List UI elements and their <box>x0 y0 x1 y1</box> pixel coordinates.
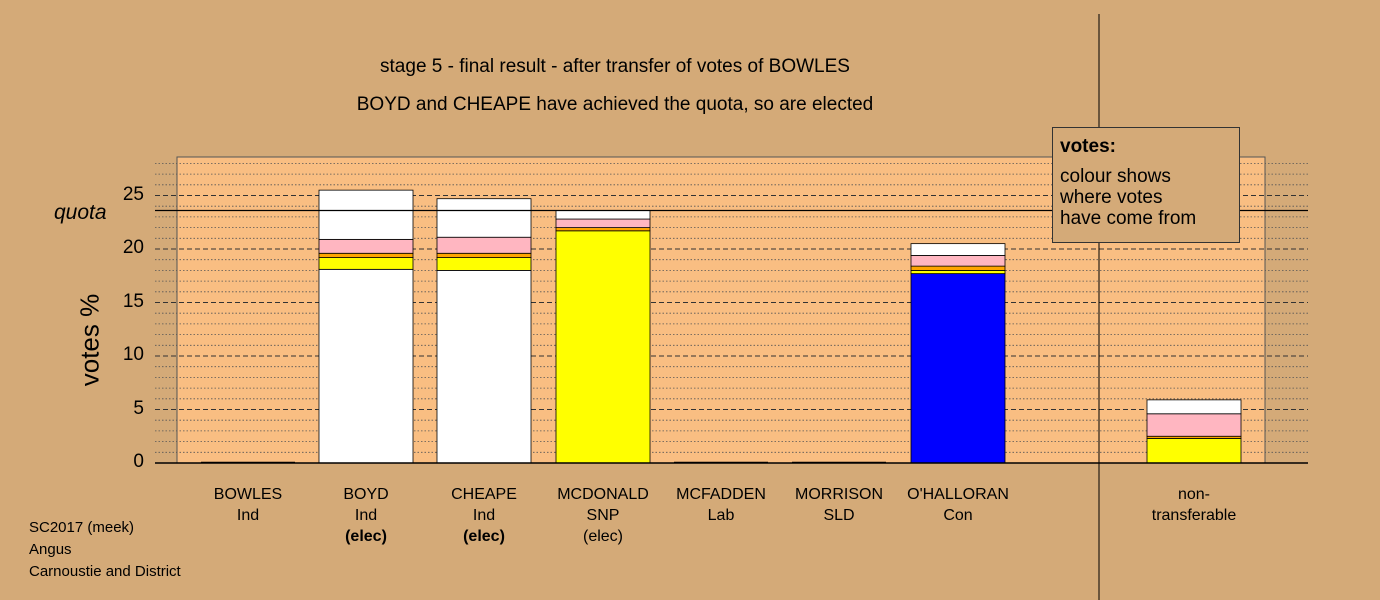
y-tick-label: 20 <box>122 237 144 258</box>
x-category-label: CHEAPE Ind (elec) <box>424 484 544 547</box>
candidate-name: MCFADDEN <box>676 486 766 503</box>
bar-segment <box>318 238 414 254</box>
bar-segment <box>1146 437 1242 464</box>
bar-segment <box>436 252 532 258</box>
bar-segment <box>436 269 532 464</box>
bar-segment <box>910 255 1006 267</box>
candidate-name: BOWLES <box>213 486 283 503</box>
bar-segment <box>436 198 532 238</box>
candidate-name: O'HALLORAN <box>907 486 1009 503</box>
legend-title: votes: <box>1060 136 1116 157</box>
bar-segment <box>318 257 414 270</box>
bar-segment <box>910 243 1006 256</box>
bar-segment <box>1146 399 1242 415</box>
x-category-label: BOYD Ind (elec) <box>306 484 426 547</box>
x-category-label: MCFADDEN Lab <box>661 484 781 526</box>
bar-segment <box>555 210 651 220</box>
elected-marker: (elec) <box>345 528 387 545</box>
bar-segment <box>1146 413 1242 437</box>
candidate-party: Ind <box>236 507 260 524</box>
bar-segment <box>318 268 414 464</box>
candidate-party: Lab <box>707 507 735 524</box>
candidate-party: transferable <box>1151 507 1237 524</box>
elected-marker: (elec) <box>463 528 505 545</box>
bar-segment <box>555 227 651 232</box>
ward-label: Carnoustie and District <box>29 563 181 580</box>
candidate-name: MORRISON <box>795 486 883 503</box>
bar-segment <box>910 273 1006 464</box>
bar-segment <box>910 269 1006 275</box>
x-category-label: non- transferable <box>1134 484 1254 526</box>
council-label: Angus <box>29 541 72 558</box>
candidate-party: Ind <box>472 507 496 524</box>
quota-label: quota <box>54 201 107 224</box>
candidate-party: SLD <box>823 507 855 524</box>
bar-segment <box>436 257 532 271</box>
elected-marker: (elec) <box>582 528 623 545</box>
bar-segment <box>910 265 1006 271</box>
y-tick-label: 10 <box>122 344 144 365</box>
candidate-party: Ind <box>354 507 378 524</box>
candidate-name: BOYD <box>343 486 389 503</box>
election-label: SC2017 (meek) <box>29 519 135 536</box>
candidate-name: MCDONALD <box>557 486 649 503</box>
chart-title: stage 5 - final result - after transfer … <box>380 56 850 77</box>
y-tick-label: 25 <box>122 183 144 205</box>
legend-text: colour shows where votes have come from <box>1060 166 1197 229</box>
candidate-name: CHEAPE <box>451 486 517 503</box>
bar-segment <box>555 230 651 464</box>
chart-subtitle: BOYD and CHEAPE have achieved the quota,… <box>356 94 874 115</box>
bar-segment <box>555 218 651 228</box>
bar-segment <box>318 189 414 240</box>
candidate-party: Con <box>943 507 973 524</box>
x-category-label: BOWLES Ind <box>188 484 308 526</box>
candidate-name: non- <box>1177 486 1211 503</box>
candidate-party: SNP <box>586 507 620 524</box>
x-category-label: O'HALLORAN Con <box>898 484 1018 526</box>
x-category-label: MORRISON SLD <box>779 484 899 526</box>
bar-segment <box>436 236 532 254</box>
legend-box: votes: colour shows where votes have com… <box>1052 127 1240 243</box>
y-tick-label: 15 <box>122 290 144 312</box>
x-category-label: MCDONALD SNP (elec) <box>543 484 663 547</box>
y-tick-label: 0 <box>133 451 144 472</box>
footer-info: SC2017 (meek) Angus Carnoustie and Distr… <box>29 517 181 583</box>
y-tick-label: 5 <box>133 397 144 419</box>
bar-segment <box>318 252 414 258</box>
